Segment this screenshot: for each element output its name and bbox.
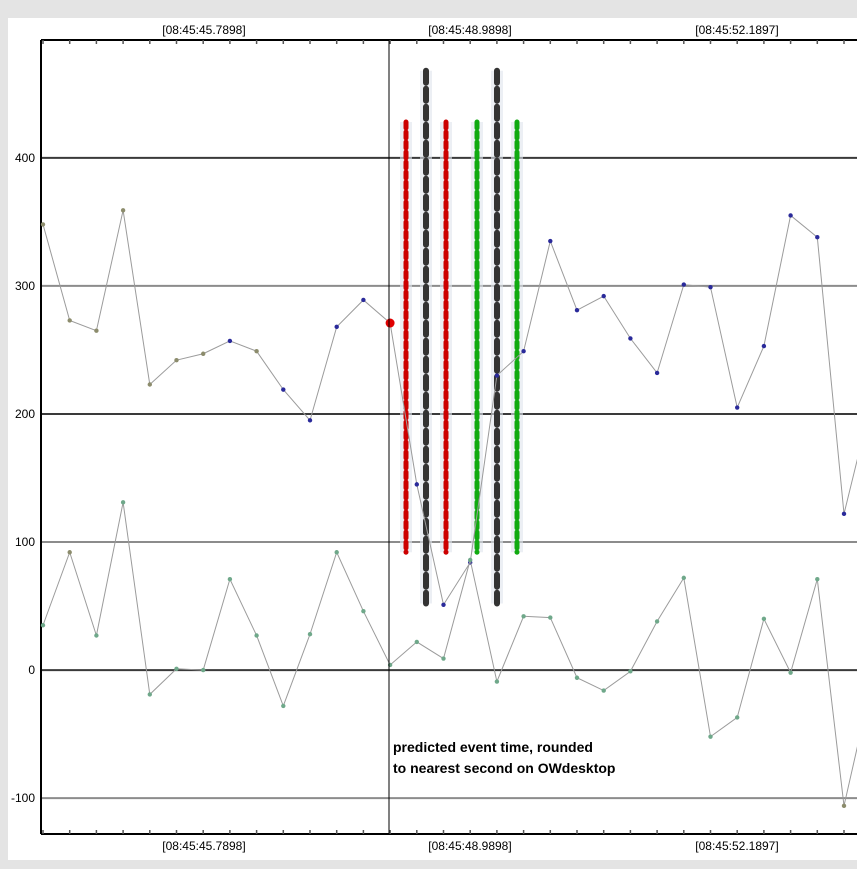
data-point (815, 576, 820, 582)
data-point (761, 343, 767, 349)
data-point (94, 328, 99, 333)
x-tick-label-bottom: [08:45:52.1897] (695, 839, 778, 853)
data-point (334, 324, 339, 330)
data-point (708, 734, 713, 739)
data-point (441, 656, 446, 661)
series-line (42, 210, 857, 607)
data-point (574, 675, 580, 680)
data-point (628, 669, 633, 674)
tick-labels: 400 300 200 100 0 -100 [08:45:45.7898] [08:45:4… (11, 23, 779, 853)
annotation-line-1: predicted event time, rounded (393, 739, 593, 755)
data-point (40, 222, 46, 227)
y-tick-label: 300 (15, 279, 35, 293)
data-point (414, 639, 419, 645)
data-point (788, 670, 793, 675)
data-point (601, 293, 606, 299)
data-point (841, 511, 847, 517)
x-tick-label-top: [08:45:45.7898] (162, 23, 245, 37)
data-point (385, 318, 395, 328)
data-point (761, 616, 767, 622)
y-tick-label: 200 (15, 407, 35, 421)
data-point (120, 500, 126, 505)
data-point (254, 633, 259, 638)
data-point (307, 632, 313, 637)
data-point (654, 619, 660, 624)
data-point (174, 666, 179, 671)
x-tick-label-bottom: [08:45:45.7898] (162, 839, 245, 853)
x-tick-label-bottom: [08:45:48.9898] (428, 839, 511, 853)
data-point (120, 208, 126, 213)
data-point (307, 418, 313, 423)
x-tick-label-top: [08:45:52.1897] (695, 23, 778, 37)
y-tick-label: -100 (11, 791, 35, 805)
data-point (708, 284, 713, 290)
x-tick-label-top: [08:45:48.9898] (428, 23, 511, 37)
data-point (201, 667, 206, 673)
data-point (601, 688, 606, 693)
data-series (40, 208, 857, 809)
y-tick-label: 400 (15, 151, 35, 165)
y-tick-label: 100 (15, 535, 35, 549)
data-point (227, 576, 233, 582)
data-point (521, 614, 526, 619)
data-point (174, 357, 179, 363)
data-point (67, 318, 72, 323)
y-tick-label: 0 (28, 663, 35, 677)
data-point (94, 633, 99, 638)
data-point (654, 370, 660, 376)
data-point (681, 575, 686, 581)
data-point (548, 238, 553, 244)
data-point (281, 387, 286, 392)
plot-area (8, 18, 857, 860)
data-point (468, 557, 473, 563)
data-point (414, 482, 419, 487)
data-point (227, 338, 233, 344)
data-point (201, 351, 206, 356)
event-markers (400, 67, 523, 607)
series-line (42, 502, 857, 806)
data-point (841, 803, 847, 809)
data-point (147, 692, 152, 697)
data-point (441, 602, 446, 607)
data-point (147, 382, 152, 387)
axes (40, 39, 857, 835)
data-point (67, 550, 72, 555)
data-point (574, 308, 580, 313)
data-point (788, 213, 793, 218)
data-point (521, 348, 526, 354)
data-point (548, 615, 553, 620)
data-point (494, 373, 500, 378)
data-point (815, 235, 820, 240)
data-point (361, 608, 366, 614)
data-point (735, 405, 740, 410)
data-point (361, 297, 366, 303)
data-point (628, 336, 633, 341)
data-point (494, 679, 500, 684)
data-point (334, 550, 339, 555)
data-point (681, 282, 686, 287)
data-point (735, 715, 740, 720)
annotation-line-2: to nearest second on OWdesktop (393, 760, 615, 776)
data-point (281, 703, 286, 709)
data-point (40, 623, 46, 628)
data-point (254, 348, 259, 354)
